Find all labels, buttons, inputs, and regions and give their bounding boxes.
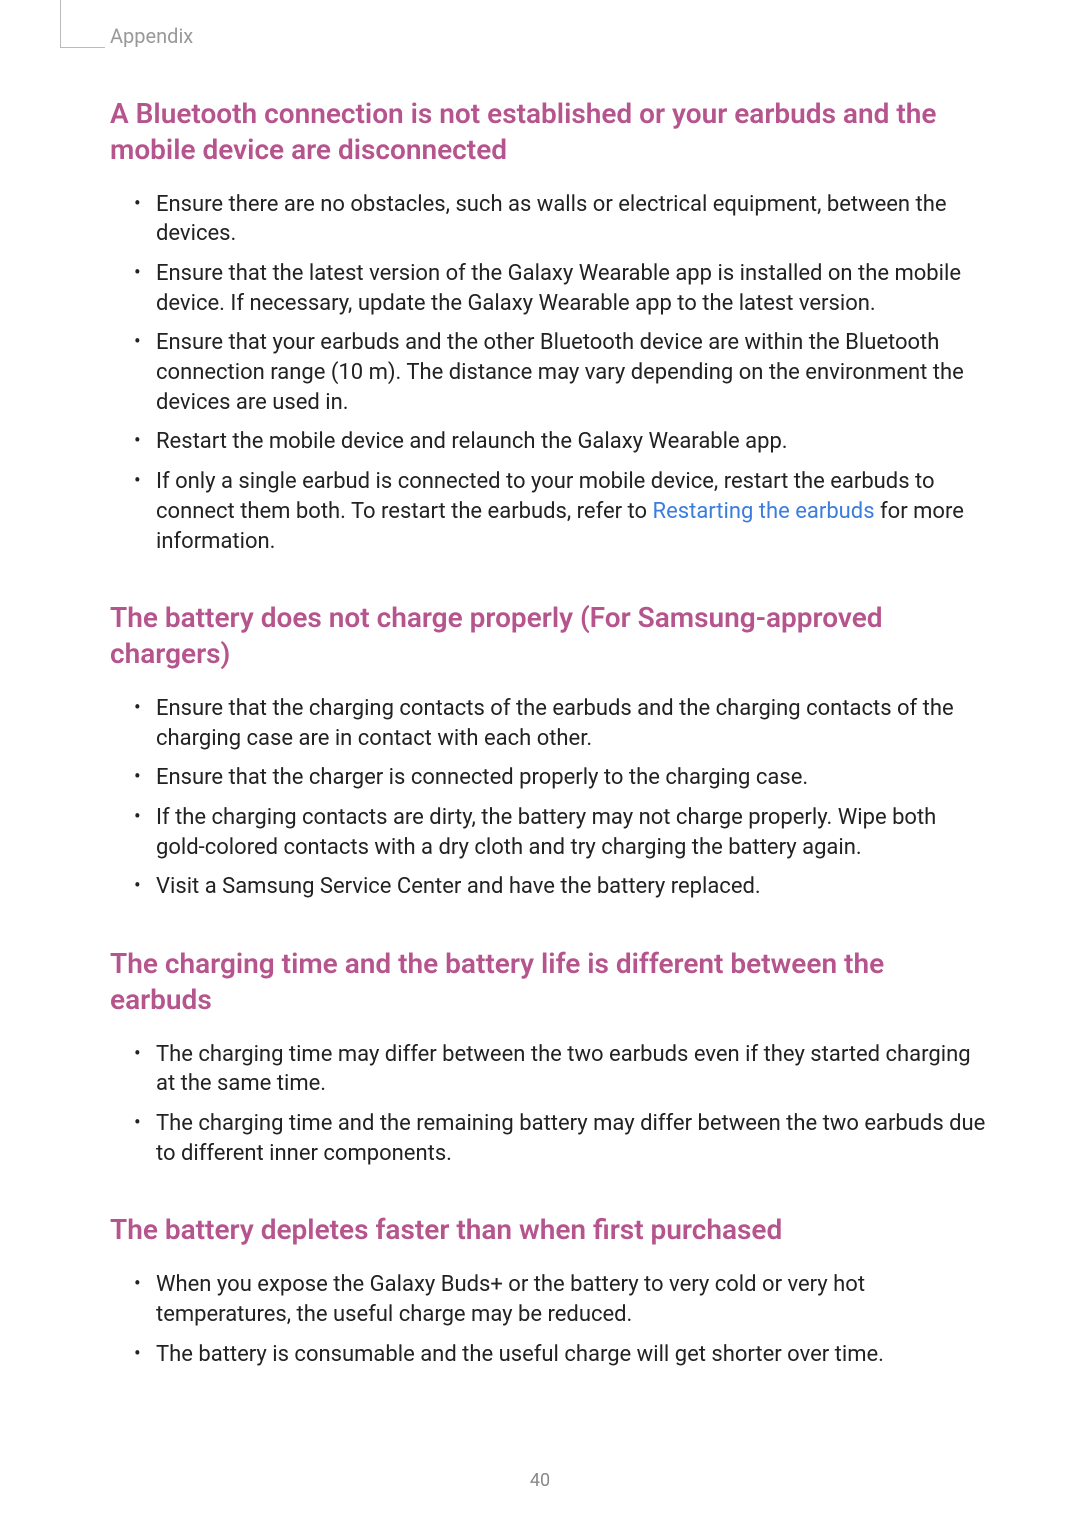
list-item-text: The battery is consumable and the useful… [156,1342,884,1367]
list-item-text: Ensure that the charger is connected pro… [156,765,808,790]
list-item: Restart the mobile device and relaunch t… [134,427,990,457]
list-item-text: The charging time and the remaining batt… [156,1111,985,1166]
section-heading: The charging time and the battery life i… [110,946,990,1018]
bullet-list: When you expose the Galaxy Buds+ or the … [110,1270,990,1369]
page-content: A Bluetooth connection is not establishe… [110,96,990,1369]
list-item-text: Ensure that the latest version of the Ga… [156,261,961,316]
bullet-list: Ensure that the charging contacts of the… [110,694,990,902]
bullet-list: The charging time may differ between the… [110,1040,990,1169]
list-item: Ensure there are no obstacles, such as w… [134,190,990,249]
list-item: The battery is consumable and the useful… [134,1340,990,1370]
list-item: Ensure that the charger is connected pro… [134,763,990,793]
bullet-list: Ensure there are no obstacles, such as w… [110,190,990,557]
page-number: 40 [0,1470,1080,1491]
list-item-text: Ensure that your earbuds and the other B… [156,330,964,414]
list-item-text: Ensure that the charging contacts of the… [156,696,954,751]
list-item-text: Visit a Samsung Service Center and have … [156,874,761,899]
list-item: Ensure that the charging contacts of the… [134,694,990,753]
inline-link[interactable]: Restarting the earbuds [653,499,875,524]
section-heading: The battery does not charge properly (Fo… [110,600,990,672]
section-heading: The battery depletes faster than when fi… [110,1212,990,1248]
header-rule [60,0,105,48]
list-item: When you expose the Galaxy Buds+ or the … [134,1270,990,1329]
section-heading: A Bluetooth connection is not establishe… [110,96,990,168]
list-item: Ensure that the latest version of the Ga… [134,259,990,318]
list-item-text: When you expose the Galaxy Buds+ or the … [156,1272,865,1327]
breadcrumb: Appendix [110,24,990,48]
list-item-text: The charging time may differ between the… [156,1042,971,1097]
list-item: Visit a Samsung Service Center and have … [134,872,990,902]
list-item-text: If the charging contacts are dirty, the … [156,805,936,860]
list-item: The charging time and the remaining batt… [134,1109,990,1168]
list-item-text: Ensure there are no obstacles, such as w… [156,192,947,247]
list-item: If the charging contacts are dirty, the … [134,803,990,862]
list-item: The charging time may differ between the… [134,1040,990,1099]
list-item: Ensure that your earbuds and the other B… [134,328,990,417]
list-item: If only a single earbud is connected to … [134,467,990,556]
list-item-text: Restart the mobile device and relaunch t… [156,429,788,454]
